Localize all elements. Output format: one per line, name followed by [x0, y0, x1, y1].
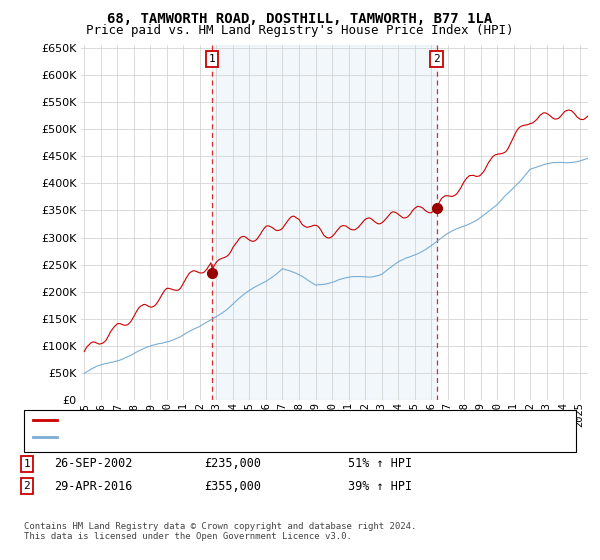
Text: Contains HM Land Registry data © Crown copyright and database right 2024.
This d: Contains HM Land Registry data © Crown c… — [24, 522, 416, 542]
Text: 68, TAMWORTH ROAD, DOSTHILL, TAMWORTH, B77 1LA (detached house): 68, TAMWORTH ROAD, DOSTHILL, TAMWORTH, B… — [63, 415, 457, 425]
Text: 39% ↑ HPI: 39% ↑ HPI — [348, 479, 412, 493]
Text: 1: 1 — [23, 459, 31, 469]
Text: Price paid vs. HM Land Registry's House Price Index (HPI): Price paid vs. HM Land Registry's House … — [86, 24, 514, 36]
Text: 26-SEP-2002: 26-SEP-2002 — [54, 457, 133, 470]
Text: 51% ↑ HPI: 51% ↑ HPI — [348, 457, 412, 470]
Text: 2: 2 — [23, 481, 31, 491]
Text: 1: 1 — [209, 54, 215, 64]
Text: 2: 2 — [433, 54, 440, 64]
Text: £235,000: £235,000 — [204, 457, 261, 470]
Text: 68, TAMWORTH ROAD, DOSTHILL, TAMWORTH, B77 1LA: 68, TAMWORTH ROAD, DOSTHILL, TAMWORTH, B… — [107, 12, 493, 26]
Text: HPI: Average price, detached house, Tamworth: HPI: Average price, detached house, Tamw… — [63, 432, 338, 442]
Bar — [212, 45, 437, 400]
Text: £355,000: £355,000 — [204, 479, 261, 493]
Text: 29-APR-2016: 29-APR-2016 — [54, 479, 133, 493]
